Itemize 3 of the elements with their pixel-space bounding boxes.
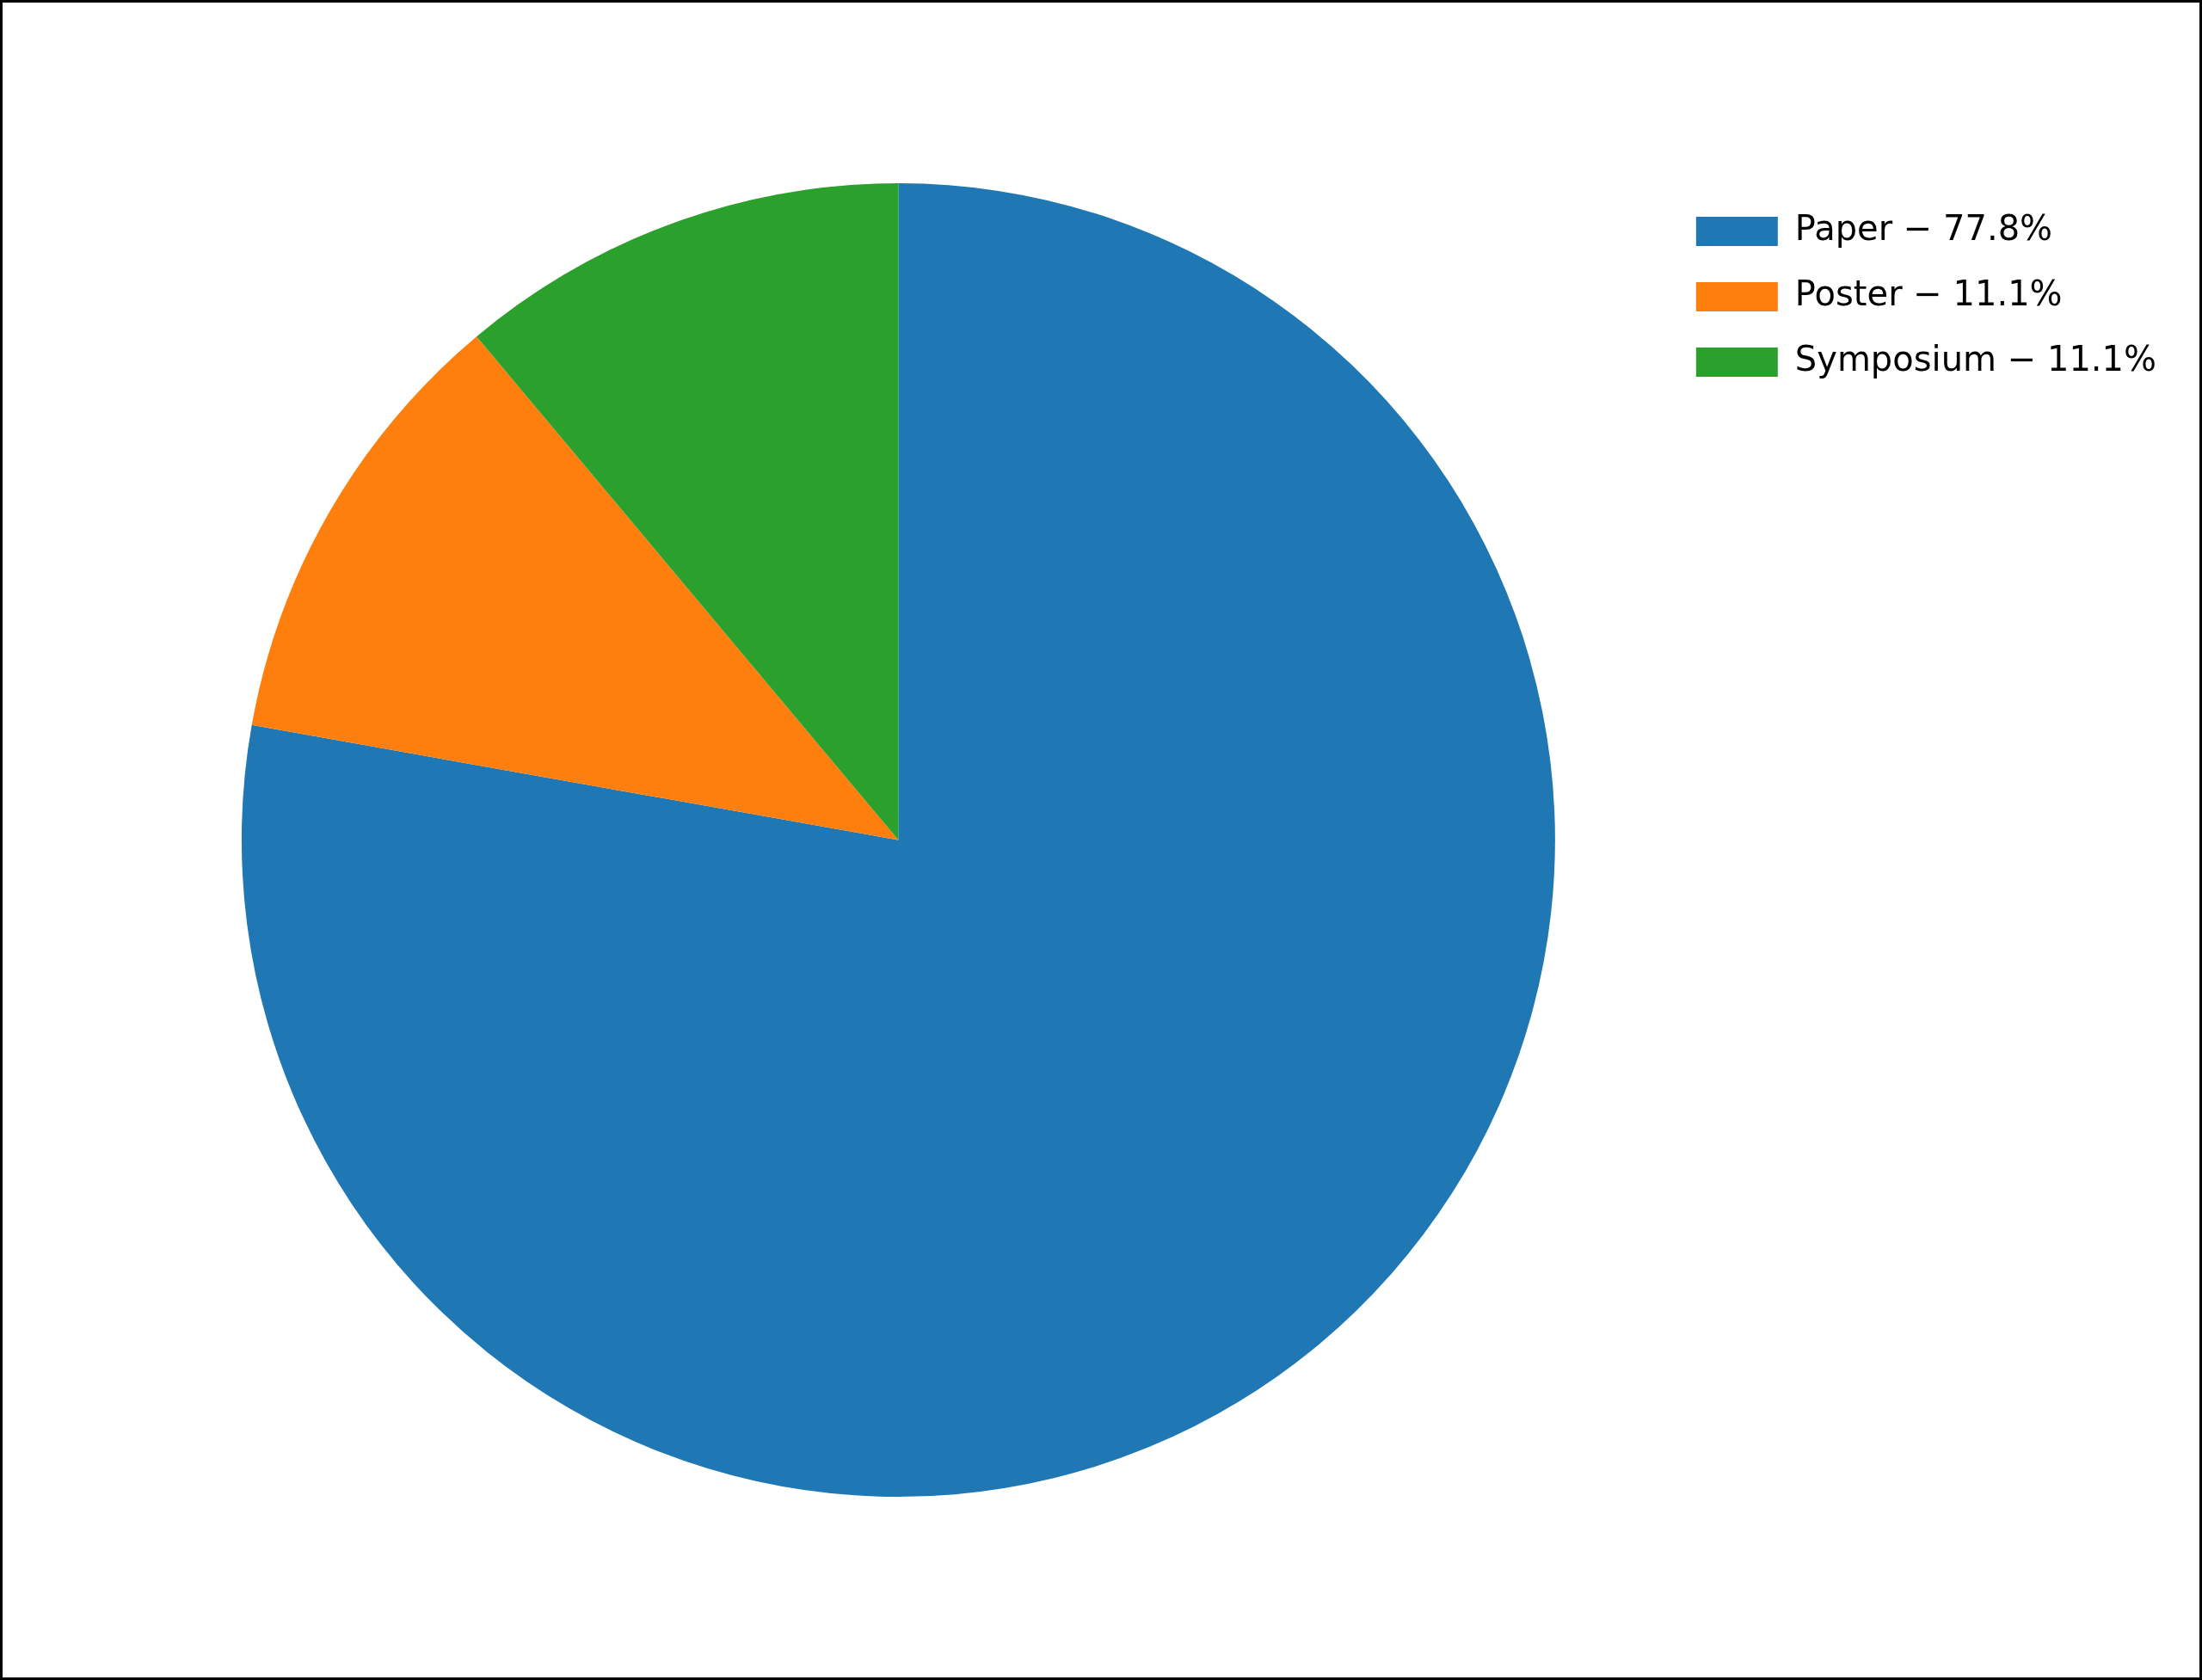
- legend-label: Symposium − 11.1%: [1794, 339, 2157, 379]
- legend-label: Paper − 77.8%: [1794, 208, 2053, 249]
- legend-label: Poster − 11.1%: [1794, 274, 2063, 314]
